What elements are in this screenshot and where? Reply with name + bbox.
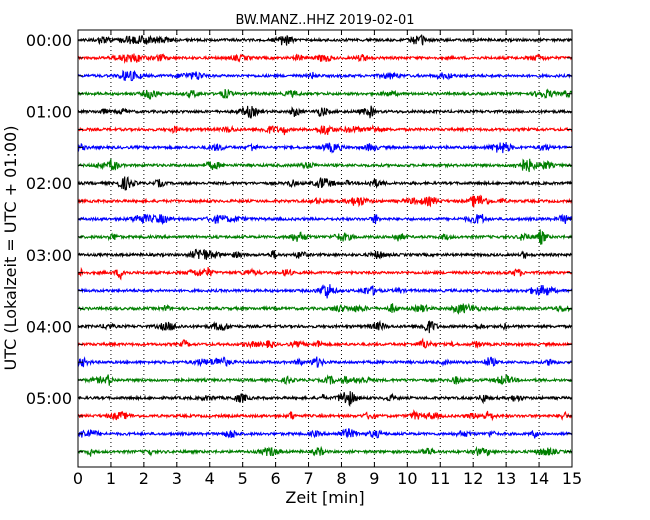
y-tick-label-2: 02:00 [26,174,72,193]
y-tick-label-5: 05:00 [26,389,72,408]
trace-18 [77,356,573,368]
x-tick-label-11: 11 [430,469,450,488]
trace-14 [77,284,573,299]
trace-13 [77,266,573,281]
trace-1 [77,53,573,64]
x-tick-label-15: 15 [562,469,582,488]
y-axis: 00:00 01:00 02:00 03:00 04:00 05:00 [26,31,572,453]
trace-17 [77,337,573,349]
trace-20 [77,391,573,408]
x-axis-label: Zeit [min] [285,488,364,507]
x-tick-label-6: 6 [271,469,281,488]
plot-frame [77,29,573,468]
x-tick-label-14: 14 [529,469,549,488]
trace-19 [77,374,573,386]
x-tick-label-13: 13 [496,469,516,488]
x-tick-label-0: 0 [73,469,83,488]
trace-16 [77,319,573,334]
trace-8 [77,176,573,191]
y-tick-label-0: 00:00 [26,31,72,50]
y-axis-label: UTC (Lokalzeit = UTC + 01:00) [1,126,20,371]
y-tick-label-3: 03:00 [26,246,72,265]
x-axis: 0 1 2 3 4 5 6 7 8 9 10 11 12 13 14 15 [73,30,582,488]
trace-12 [77,248,573,261]
trace-9 [77,194,573,208]
x-tick-label-10: 10 [397,469,417,488]
trace-group [77,33,573,457]
x-tick-label-4: 4 [205,469,215,488]
trace-15 [77,302,573,315]
trace-21 [77,409,573,422]
y-tick-label-4: 04:00 [26,317,72,336]
x-tick-label-2: 2 [139,469,149,488]
trace-4 [77,105,573,120]
x-tick-label-5: 5 [238,469,248,488]
y-tick-label-1: 01:00 [26,103,72,122]
x-tick-label-12: 12 [463,469,483,488]
trace-0 [77,33,573,46]
trace-7 [77,158,573,173]
trace-6 [77,142,573,154]
grid-lines [110,30,540,467]
x-tick-label-9: 9 [369,469,379,488]
chart-title: BW.MANZ..HHZ 2019-02-01 [235,13,414,28]
trace-3 [77,88,573,101]
x-tick-label-1: 1 [106,469,116,488]
trace-22 [77,428,573,439]
x-tick-label-7: 7 [303,469,313,488]
trace-23 [77,445,573,457]
trace-2 [77,69,573,82]
x-tick-label-3: 3 [172,469,182,488]
trace-5 [77,124,573,136]
trace-10 [77,213,573,226]
trace-11 [77,229,573,245]
x-tick-label-8: 8 [336,469,346,488]
